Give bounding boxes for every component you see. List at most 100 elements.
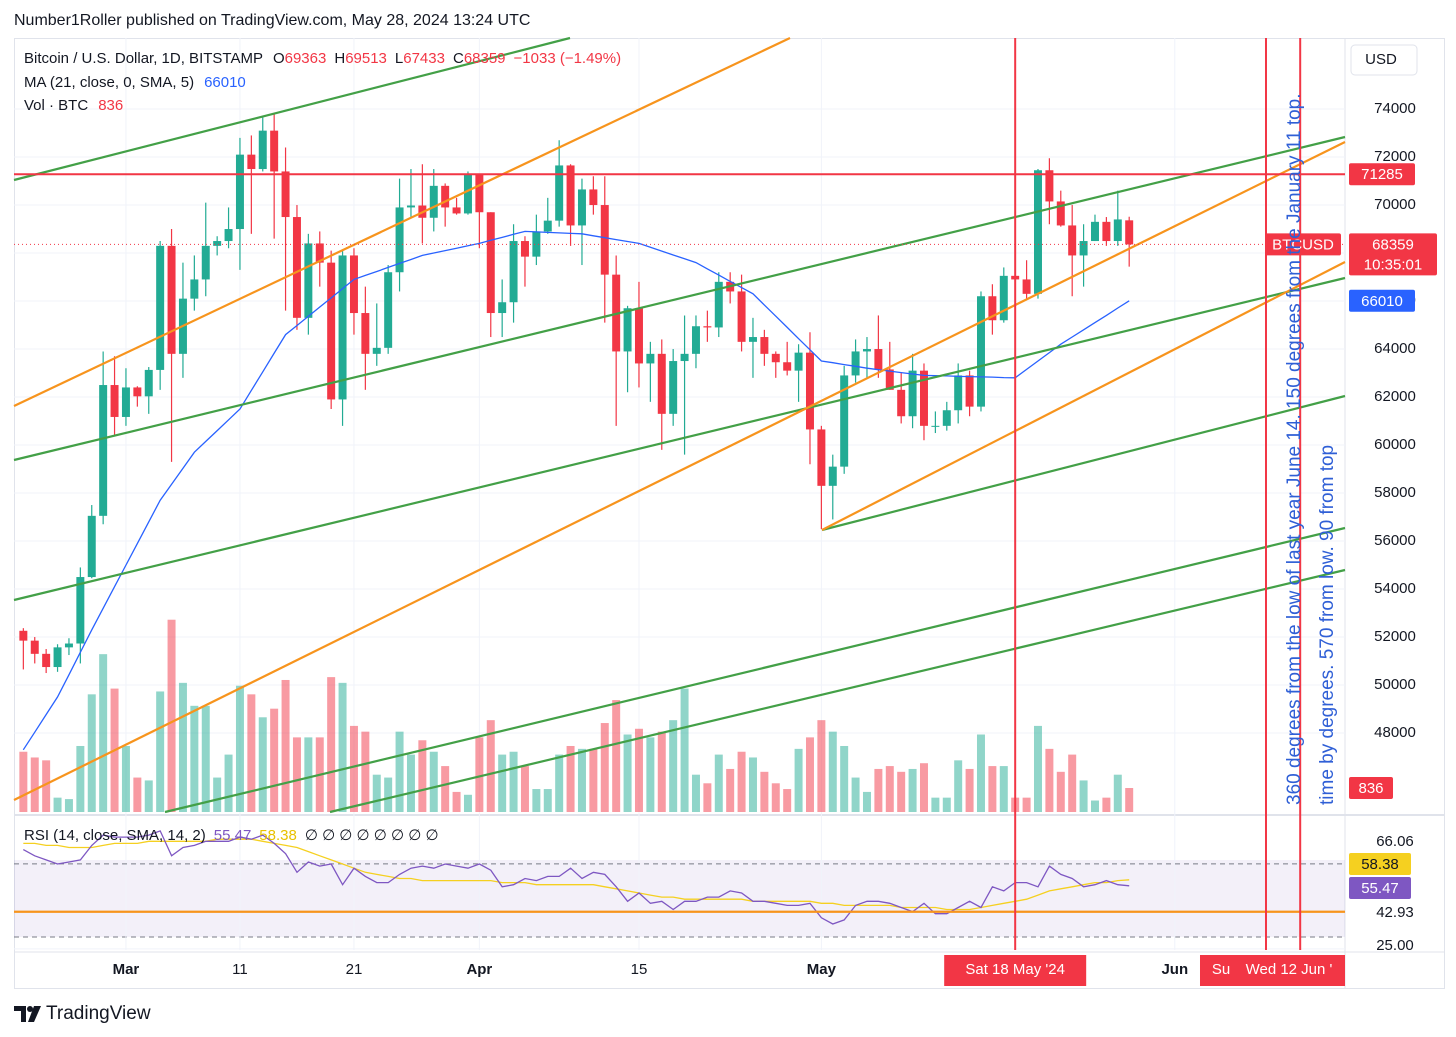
rsi-price-label-box [1349,877,1411,899]
volume-bar [931,797,940,812]
candle-body [1033,170,1042,294]
trendlines [13,36,1346,814]
legend-high: 69513 [345,50,387,67]
logo-mark [28,1006,41,1022]
rsi-value: 55.47 [214,827,252,844]
candle-body [42,653,51,668]
volume-bar [737,751,746,812]
candle-body [532,231,541,257]
volume-bar [714,754,723,812]
candle-body [737,291,746,342]
volume-bar [783,789,792,812]
logo-mark [27,1006,33,1012]
volume-bar [520,766,529,812]
volume-bar [190,705,199,812]
volume-bar [760,771,769,812]
volume-bar [258,717,267,812]
volume-bar [463,794,472,812]
volume-bar [452,791,461,812]
volume-bar [600,723,609,812]
volume-bar [42,760,51,812]
volume-bar [338,682,347,812]
volume-bar [897,771,906,812]
volume-bar [235,685,244,812]
trendline [329,568,1346,814]
candle-body [384,272,393,348]
volume-bar [817,720,826,812]
candle-body [657,353,666,414]
currency[interactable]: USD [1365,51,1397,68]
symbol: Bitcoin / U.S. Dollar, 1D, BITSTAMP [24,50,263,67]
candle-body [520,241,529,257]
legend-volume: Vol · BTC 836 [24,97,123,114]
candle-body [110,385,119,417]
volume-bar [1102,797,1111,812]
candle-body [589,189,598,206]
candle-body [406,205,415,208]
trendline [13,37,791,407]
x-tick-label: Mar [113,961,140,978]
candle-body [292,217,301,318]
volume-bar [247,694,256,812]
volume-bar [862,791,871,812]
candle-body [121,387,130,417]
candle-body [840,375,849,467]
candle-body [201,245,210,280]
volume-bar [908,768,917,812]
date-label-box [1233,955,1345,986]
candle-body [304,243,313,318]
volume-bar [1033,725,1042,812]
volume-bar [942,797,951,812]
last-price-label: 68359 [1372,236,1414,253]
volume-bar [486,720,495,812]
y-tick-label: 48000 [1374,724,1416,741]
candle-body [885,369,894,390]
legend-main: Bitcoin / U.S. Dollar, 1D, BITSTAMP O6936… [24,50,621,67]
volume-bar [53,797,62,812]
volume-bar [498,754,507,812]
candle-body [577,189,586,226]
candle-body [64,643,73,648]
rsi-tick-label: 66.06 [1376,833,1414,850]
volume-bar [828,731,837,812]
candle-body [566,165,575,226]
candle-body [771,353,780,363]
candle-body [429,185,438,218]
candle-body [908,370,917,417]
candle-body [623,308,632,352]
volume-bar [1045,748,1054,812]
candle-body [361,313,370,354]
candle-body [190,279,199,299]
volume-bar [418,740,427,812]
candle-body [862,349,871,352]
trendline [13,141,1346,801]
candle-body [498,302,507,314]
legend-ma: MA (21, close, 0, SMA, 5) 66010 [24,74,246,91]
volume-bar [566,745,575,812]
volume-bar [634,728,643,812]
logo-mark [14,1006,26,1022]
volume-bar [669,720,678,812]
candle-body [634,308,643,364]
volume-bar [623,734,632,812]
volume-bar [976,734,985,812]
candle-body [714,281,723,328]
volume-bar [292,737,301,812]
volume-bar [372,774,381,812]
currency-button[interactable] [1350,44,1418,76]
candle-body [486,212,495,314]
date-label-box [944,955,1087,986]
candle-body [748,337,757,342]
legend-key: L [395,50,403,67]
rsi-empty: ∅ ∅ ∅ ∅ ∅ ∅ ∅ ∅ [305,827,439,844]
candle-body [372,347,381,354]
volume-bar [680,688,689,812]
candle-body [805,352,814,430]
volume-bar [304,737,313,812]
volume-bar [577,748,586,812]
candle-body [258,130,267,170]
volume-bar [1113,774,1122,812]
x-tick-label: Apr [466,961,492,978]
x-tick-label: May [807,961,837,978]
volume-bar [840,745,849,812]
